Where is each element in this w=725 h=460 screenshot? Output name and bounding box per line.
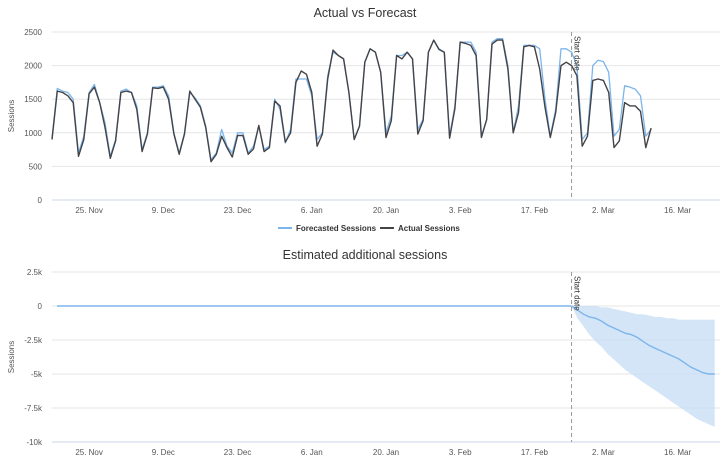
legend-item-forecast[interactable]: Forecasted Sessions [278,224,377,233]
top-x-tick-label: 9. Dec [152,206,175,215]
top-y-tick-label: 0 [38,196,43,205]
top-y-tick-label: 1000 [24,129,42,138]
top-y-tick-label: 2000 [24,62,42,71]
bottom-y-tick-label: -7.5k [24,404,43,413]
bottom-y-tick-label: 2.5k [27,268,43,277]
bottom-y-tick-label: -5k [31,370,43,379]
bottom-x-tick-label: 17. Feb [521,448,549,457]
top-y-axis-label: Sessions [7,100,16,132]
top-x-tick-label: 2. Mar [592,206,615,215]
legend-item-actual[interactable]: Actual Sessions [380,224,460,233]
top-y-ticks: 0 500 1000 1500 2000 2500 [24,28,42,205]
top-x-tick-label: 6. Jan [301,206,323,215]
top-grid [52,31,720,201]
actual-series-line [51,39,652,163]
confidence-band [571,306,715,427]
estimate-line [571,305,715,375]
bottom-x-tick-label: 2. Mar [592,448,615,457]
top-y-tick-label: 2500 [24,28,42,37]
bottom-x-tick-label: 6. Jan [301,448,323,457]
legend-forecast-label: Forecasted Sessions [296,224,377,233]
bottom-y-tick-label: -10k [26,438,43,447]
top-chart: Actual vs Forecast 05001000150020002500 … [7,6,720,233]
top-series [51,38,652,163]
bottom-y-axis-label: Sessions [7,341,16,373]
bottom-x-tick-label: 9. Dec [152,448,175,457]
top-x-tick-label: 25. Nov [75,206,103,215]
top-x-ticks: 25. Nov 9. Dec 23. Dec 6. Jan 20. Jan 3. Feb 1… [75,206,691,215]
bottom-y-tick-label: 0 [38,302,43,311]
top-x-tick-label: 17. Feb [521,206,549,215]
bottom-y-tick-label: -2.5k [24,336,43,345]
top-x-tick-label: 20. Jan [373,206,399,215]
bottom-x-tick-label: 3. Feb [449,448,472,457]
bottom-y-ticks: 2.5k 0 -2.5k -5k -7.5k -10k [24,268,43,447]
top-x-tick-label: 3. Feb [449,206,472,215]
legend: Forecasted Sessions Actual Sessions [278,224,460,233]
bottom-x-ticks: 25. Nov 9. Dec 23. Dec 6. Jan 20. Jan 3. Feb 1… [75,448,691,457]
bottom-x-tick-label: 23. Dec [224,448,252,457]
top-start-date-label: Start date [573,36,582,71]
legend-actual-label: Actual Sessions [398,224,460,233]
bottom-chart: Estimated additional sessions 2.5k 0 -2.5k… [7,248,720,457]
bottom-x-tick-label: 16. Mar [664,448,691,457]
top-chart-title: Actual vs Forecast [314,6,417,20]
bottom-x-tick-label: 25. Nov [75,448,103,457]
bottom-series [57,305,715,427]
bottom-x-tick-label: 20. Jan [373,448,399,457]
top-y-tick-label: 1500 [24,95,42,104]
bottom-chart-title: Estimated additional sessions [283,248,448,262]
top-y-tick-label: 500 [29,162,43,171]
bottom-start-date-label: Start date [573,276,582,311]
top-x-tick-label: 16. Mar [664,206,691,215]
top-x-tick-label: 23. Dec [224,206,252,215]
